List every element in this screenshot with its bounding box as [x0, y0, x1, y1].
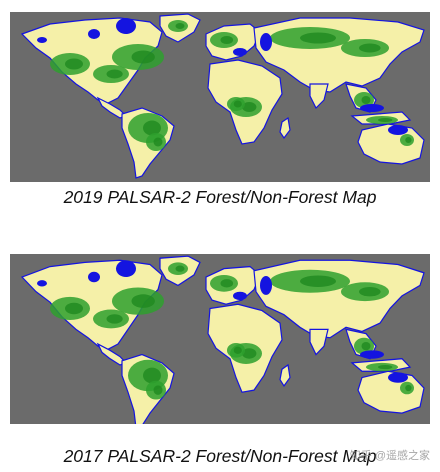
water-body: [388, 372, 408, 383]
dense-forest-patch: [131, 294, 155, 308]
dense-forest-patch: [378, 118, 393, 122]
continents: [20, 255, 425, 424]
dense-forest-patch: [65, 58, 83, 70]
forest-map-2019: [10, 12, 430, 182]
water-body: [233, 291, 247, 301]
water-body: [37, 37, 47, 43]
dense-forest-patch: [175, 23, 185, 29]
continents: [20, 13, 425, 179]
map-caption-2017: 2017 PALSAR-2 Forest/Non-Forest Map: [63, 446, 377, 466]
world-map-2017: [20, 255, 425, 424]
dense-forest-patch: [300, 275, 336, 287]
water-body: [360, 104, 384, 112]
dense-forest-patch: [242, 102, 257, 112]
water-body: [260, 275, 272, 295]
water-body: [88, 29, 100, 39]
continent-madagascar: [279, 363, 291, 388]
water-body: [37, 280, 47, 287]
water-body: [388, 125, 408, 135]
dense-forest-patch: [378, 364, 393, 370]
watermark: 知乎 @遥感之家: [349, 450, 430, 462]
continent-india: [309, 328, 329, 356]
dense-forest-patch: [153, 137, 163, 147]
continent-india: [309, 83, 329, 110]
dense-forest-patch: [153, 385, 163, 395]
dense-forest-patch: [106, 69, 123, 79]
forest-map-2017: [10, 254, 430, 424]
dense-forest-patch: [242, 348, 257, 359]
water-body: [260, 33, 272, 51]
map-caption-2019: 2019 PALSAR-2 Forest/Non-Forest Map: [63, 187, 377, 207]
dense-forest-patch: [143, 367, 161, 384]
dense-forest-patch: [361, 96, 371, 104]
dense-forest-patch: [106, 314, 123, 324]
water-body: [116, 260, 136, 278]
dense-forest-patch: [65, 302, 83, 315]
dense-forest-patch: [233, 100, 242, 108]
dense-forest-patch: [300, 32, 336, 44]
world-map-2019: [20, 13, 425, 179]
dense-forest-patch: [405, 384, 412, 392]
dense-forest-patch: [131, 50, 155, 64]
dense-forest-patch: [405, 137, 412, 143]
water-body: [360, 350, 384, 359]
dense-forest-patch: [143, 120, 161, 136]
dense-forest-patch: [220, 279, 234, 288]
dense-forest-patch: [220, 36, 234, 44]
continent-madagascar: [279, 116, 291, 140]
dense-forest-patch: [175, 265, 185, 272]
water-body: [88, 271, 100, 283]
dense-forest-patch: [359, 286, 381, 297]
water-body: [233, 48, 247, 56]
dense-forest-patch: [361, 341, 371, 351]
water-body: [116, 18, 136, 34]
dense-forest-patch: [359, 43, 381, 53]
dense-forest-patch: [233, 346, 242, 354]
